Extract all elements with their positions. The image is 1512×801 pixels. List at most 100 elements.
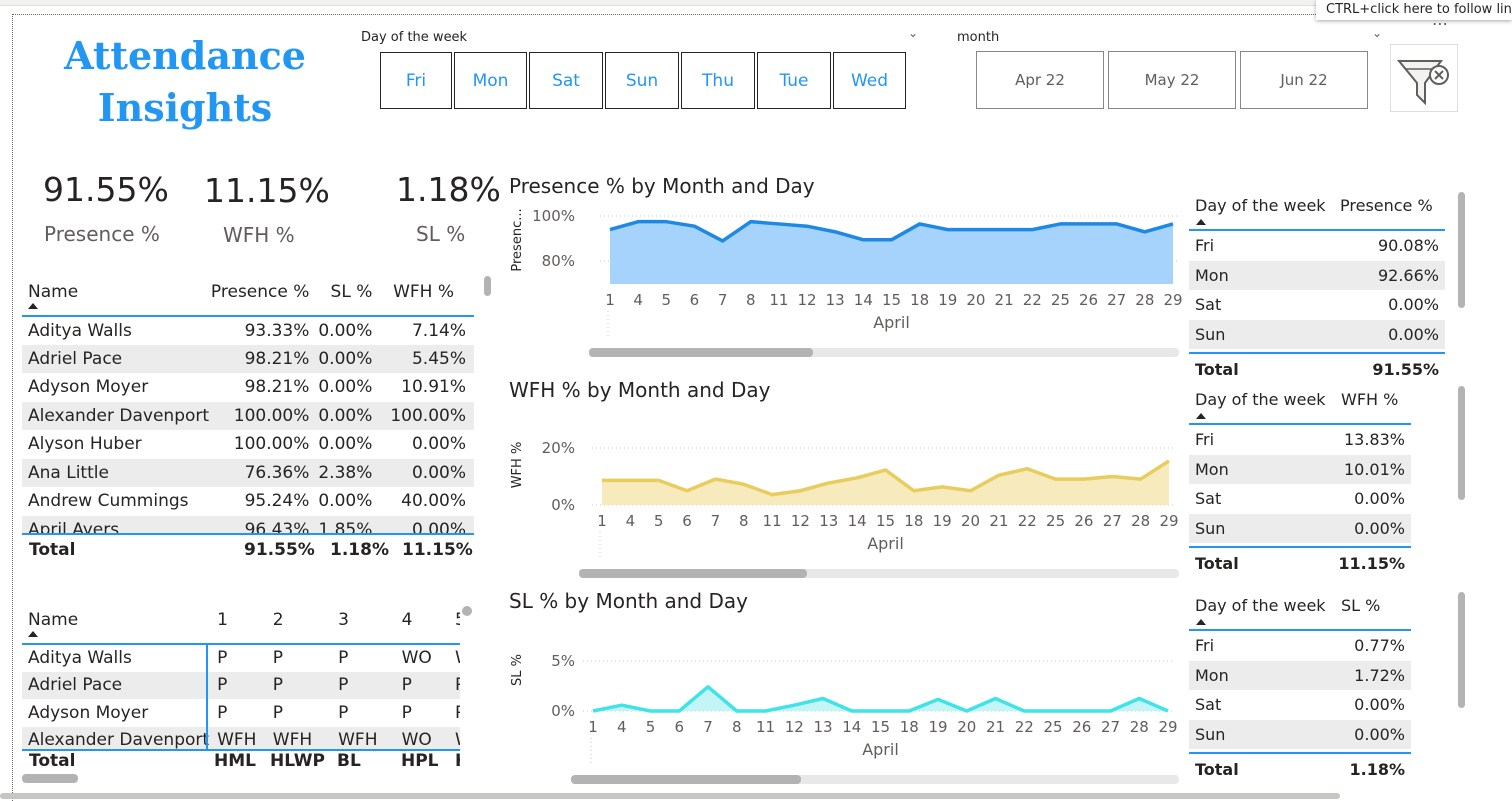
- column-header-day[interactable]: Day of the week: [1195, 596, 1326, 615]
- value-cell: 96.43%: [209, 515, 316, 534]
- table-row[interactable]: Adriel PacePPPPP: [22, 671, 460, 699]
- column-header-day[interactable]: Day of the week: [1195, 390, 1326, 409]
- area-fill: [602, 460, 1169, 505]
- employee-total-wfh: 11.15%: [402, 540, 473, 560]
- page-horizontal-scrollbar[interactable]: [0, 793, 1340, 799]
- table-row[interactable]: Alyson Huber 100.00% 0.00% 0.00%: [22, 430, 474, 459]
- table-row[interactable]: Sat 0.00%: [1189, 690, 1411, 719]
- day-option-mon[interactable]: Mon: [454, 52, 527, 109]
- x-tick-label: 28: [1131, 512, 1150, 530]
- y-tick-label: 0%: [551, 702, 575, 720]
- y-tick-label: 100%: [532, 207, 575, 225]
- x-tick-label: 11: [769, 291, 788, 309]
- table-row[interactable]: Sun 0.00%: [1189, 319, 1445, 349]
- chevron-down-icon[interactable]: ⌄: [1372, 26, 1383, 40]
- month-option-3[interactable]: Jun 22: [1240, 51, 1368, 109]
- table-row[interactable]: Aditya Walls 93.33% 0.00% 7.14%: [22, 316, 474, 345]
- clear-filters-button[interactable]: [1390, 44, 1458, 112]
- table-row[interactable]: Sat 0.00%: [1189, 484, 1411, 513]
- month-option-2[interactable]: May 22: [1108, 51, 1236, 109]
- table-row[interactable]: Mon 1.72%: [1189, 660, 1411, 690]
- value-cell: 5.45%: [386, 344, 474, 373]
- table-row[interactable]: Adyson Moyer P P P P P: [22, 699, 460, 727]
- wfh-chart-scrollbar[interactable]: [579, 569, 1179, 578]
- sl-chart-scrollbar[interactable]: [571, 775, 1179, 784]
- day-cell: Sun: [1195, 518, 1226, 538]
- employee-table-scrollbar[interactable]: [484, 276, 491, 296]
- table-row[interactable]: Mon 10.01%: [1189, 454, 1411, 484]
- status-cell: P: [217, 648, 228, 669]
- matrix-header-name[interactable]: Name: [22, 604, 209, 644]
- day-option-sat[interactable]: Sat: [529, 52, 603, 109]
- employee-name-cell: Aditya Walls: [28, 320, 132, 341]
- header-divider: [1189, 229, 1445, 231]
- day-option-tue[interactable]: Tue: [757, 52, 831, 109]
- x-tick-label: 25: [1046, 512, 1065, 530]
- matrix-header-day-1[interactable]: 1: [217, 610, 228, 630]
- table-row[interactable]: April Ayers 96.43% 1.85% 0.00%: [22, 515, 474, 534]
- status-cell: W: [447, 726, 460, 750]
- x-tick-label: 7: [711, 512, 721, 530]
- report-title: Attendance Insights: [64, 33, 306, 130]
- day-option-thu[interactable]: Thu: [681, 52, 755, 109]
- table-row[interactable]: Alexander Davenport 100.00% 0.00% 100.00%: [22, 401, 474, 430]
- matrix-scroll-handle[interactable]: [462, 606, 472, 616]
- table-row[interactable]: Sun 0.00%: [1189, 513, 1411, 543]
- x-tick-label: 22: [1015, 718, 1034, 736]
- presence-table-scrollbar[interactable]: [1458, 192, 1465, 308]
- status-cell: P: [209, 671, 265, 699]
- scrollbar-thumb[interactable]: [571, 775, 801, 784]
- column-header-day[interactable]: Day of the week: [1195, 196, 1326, 215]
- status-cell: W: [447, 644, 460, 672]
- table-row[interactable]: Fri 90.08%: [1189, 231, 1445, 260]
- month-option-1[interactable]: Apr 22: [976, 51, 1104, 109]
- status-cell: P: [272, 648, 284, 669]
- table-row[interactable]: Adriel Pace 98.21% 0.00% 5.45%: [22, 344, 474, 373]
- series-line: [609, 219, 1174, 243]
- column-header-value[interactable]: Presence %: [1340, 196, 1433, 215]
- column-header-value[interactable]: SL %: [1341, 596, 1381, 615]
- table-row[interactable]: Alexander DavenportWFHWFHWFHWOW: [22, 726, 460, 750]
- table-row[interactable]: Ana Little 76.36% 2.38% 0.00%: [22, 458, 474, 487]
- area-fill: [610, 221, 1173, 284]
- day-option-wed[interactable]: Wed: [833, 52, 906, 109]
- value-cell: 7.14%: [411, 320, 466, 341]
- wfh-table-scrollbar[interactable]: [1458, 386, 1465, 500]
- column-header-presence[interactable]: Presence %: [210, 282, 310, 302]
- chevron-down-icon[interactable]: ⌄: [908, 26, 919, 40]
- day-slicer-label: Day of the week: [361, 30, 468, 45]
- day-option-fri[interactable]: Fri: [380, 52, 452, 109]
- presence-chart-title: Presence % by Month and Day: [509, 174, 815, 198]
- table-row[interactable]: Sun 0.00%: [1189, 719, 1411, 749]
- column-header-wfh[interactable]: WFH %: [393, 282, 454, 302]
- matrix-header-day-2[interactable]: 2: [272, 610, 284, 630]
- matrix-header-day-3[interactable]: 3: [338, 610, 349, 630]
- employee-name-cell: Alexander Davenport: [22, 401, 210, 430]
- column-header-value[interactable]: WFH %: [1341, 390, 1399, 409]
- x-tick-label: 22: [1023, 291, 1042, 309]
- matrix-header-day-5[interactable]: 5: [447, 604, 460, 644]
- presence-chart-scrollbar[interactable]: [589, 348, 1179, 357]
- table-row[interactable]: Sat 0.00%: [1189, 290, 1445, 319]
- scrollbar-thumb[interactable]: [589, 348, 813, 357]
- matrix-total-label: Total: [29, 751, 76, 771]
- table-row[interactable]: Mon 92.66%: [1189, 260, 1445, 290]
- sl-table-scrollbar[interactable]: [1458, 592, 1465, 708]
- matrix-horizontal-scrollbar[interactable]: [22, 774, 78, 783]
- table-row[interactable]: Fri 13.83%: [1189, 425, 1411, 454]
- day-option-sun[interactable]: Sun: [605, 52, 679, 109]
- scrollbar-thumb[interactable]: [579, 569, 807, 578]
- value-cell: 0.00%: [315, 344, 387, 373]
- table-row[interactable]: Andrew Cummings 95.24% 0.00% 40.00%: [22, 487, 474, 516]
- matrix-header-day-4[interactable]: 4: [401, 610, 413, 630]
- table-row[interactable]: Aditya Walls P P P WO W: [22, 644, 460, 672]
- table-row[interactable]: Fri 0.77%: [1189, 631, 1411, 660]
- column-header-name[interactable]: Name: [22, 276, 209, 316]
- sl-kpi-label: SL %: [416, 222, 466, 246]
- x-tick-label: 7: [703, 718, 713, 736]
- x-tick-label: 8: [732, 718, 742, 736]
- x-tick-label: 29: [1159, 512, 1178, 530]
- column-header-sl[interactable]: SL %: [330, 282, 373, 302]
- table-row[interactable]: Adyson Moyer 98.21% 0.00% 10.91%: [22, 373, 474, 402]
- value-cell: 0.00%: [386, 515, 474, 534]
